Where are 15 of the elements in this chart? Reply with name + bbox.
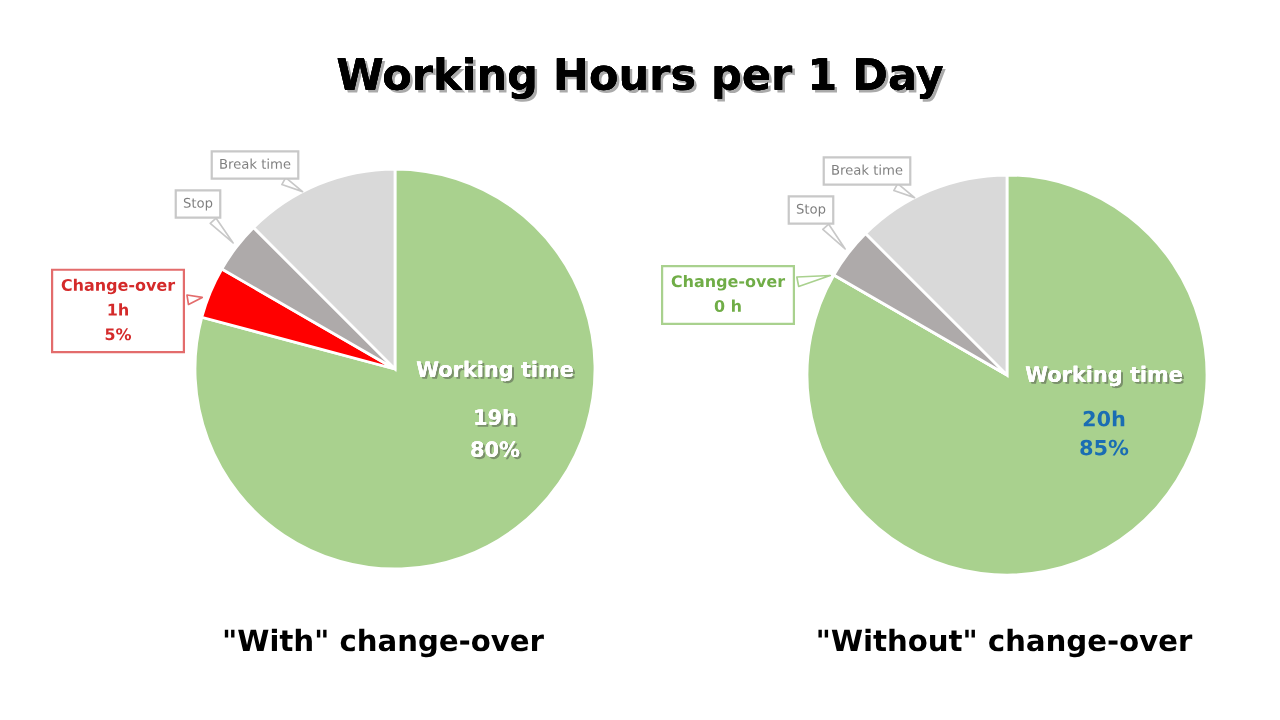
chart-title: Working Hours per 1 Day: [337, 57, 946, 102]
data-label: 19h 80%: [471, 408, 522, 460]
text: "With" change-over: [224, 628, 544, 658]
text: 0 h: [714, 299, 741, 312]
slice-label: Working time: [416, 360, 575, 384]
legend-label: Change-over: [671, 274, 786, 291]
text: "Without" change-over: [818, 628, 1193, 658]
slice-label: Stop: [796, 203, 826, 217]
slice-label: Change-over: [61, 278, 176, 295]
data-label: 20h 85%: [1080, 410, 1129, 456]
slice-label: Stop: [183, 197, 213, 211]
slice-label: Working time: [1025, 365, 1184, 389]
data-label: 1h 5%: [105, 303, 132, 341]
slice-label: Break time: [832, 164, 903, 175]
slice-label: Break time: [220, 158, 291, 169]
